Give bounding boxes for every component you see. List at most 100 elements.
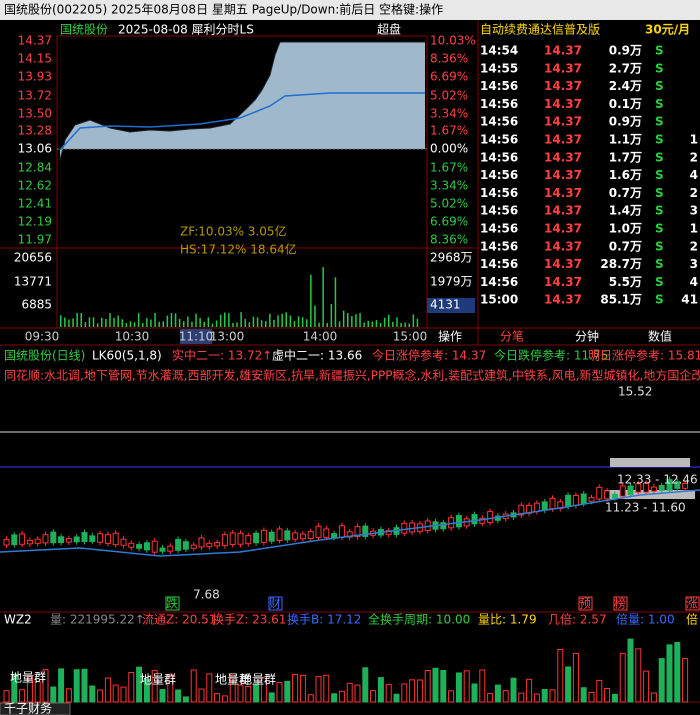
- trade-price: 14.37: [544, 293, 582, 307]
- volume-bar: [432, 667, 439, 703]
- volume-bar: [682, 657, 689, 703]
- candle: [229, 532, 236, 546]
- tab[interactable]: 分笔: [500, 329, 524, 344]
- pct-label: 1.67%: [430, 161, 468, 175]
- tab[interactable]: 千子财务: [4, 701, 52, 715]
- action: 操作: [438, 329, 462, 344]
- trade-price: 14.37: [544, 61, 582, 75]
- volume-bar: [658, 658, 665, 703]
- intraday-volume: [240, 312, 242, 327]
- volume-bar: [331, 693, 338, 703]
- value-box: [427, 298, 475, 313]
- trade-time: 15:00: [480, 293, 518, 307]
- intraday-volume: [109, 313, 111, 327]
- candle: [276, 528, 283, 541]
- amount-label: 4131: [430, 298, 461, 312]
- intraday-volume: [416, 318, 419, 327]
- volume-bar: [471, 683, 478, 703]
- volume-bar: [650, 692, 657, 703]
- candle: [167, 545, 174, 552]
- candle: [198, 537, 205, 548]
- intraday-volume: [379, 322, 382, 327]
- pct-label: 1.67%: [430, 124, 468, 138]
- volume-bar: [510, 677, 517, 703]
- candle: [307, 531, 314, 539]
- candle: [346, 531, 353, 538]
- marker: 预: [579, 597, 591, 611]
- trade-side: S: [655, 293, 664, 307]
- trade-time: 14:56: [480, 97, 518, 111]
- intraday-volume: [301, 317, 304, 327]
- marker: 涨: [686, 596, 698, 611]
- trade-side: S: [655, 168, 664, 182]
- info-item: 实中二一: 13.72↑: [172, 348, 272, 363]
- candle: [635, 483, 642, 493]
- volume-bar: [136, 666, 143, 703]
- trade-time: 14:56: [480, 115, 518, 129]
- tab[interactable]: 数值: [648, 329, 672, 344]
- candle: [518, 504, 525, 516]
- volume-bar: [19, 689, 26, 703]
- volume-bar: [549, 689, 556, 703]
- overlay: HS:17.12% 18.64亿: [180, 242, 297, 257]
- volume-bar: [346, 682, 353, 703]
- volume-bar: [487, 693, 494, 703]
- intraday-volume: [211, 323, 214, 327]
- trade-time: 14:56: [480, 79, 518, 93]
- marker: 财: [269, 597, 281, 611]
- volume-note: 地量群: [10, 671, 46, 685]
- trade-side: S: [655, 204, 664, 218]
- candle: [253, 532, 260, 544]
- candle: [533, 502, 540, 513]
- trade-side: S: [655, 257, 664, 271]
- intraday-volume: [174, 313, 177, 327]
- price-label: 11.97: [18, 233, 52, 247]
- volume-bar: [565, 666, 572, 703]
- volume-bar: [73, 669, 80, 703]
- candle: [104, 534, 111, 544]
- volume-bar: [401, 683, 408, 703]
- intraday-volume: [334, 277, 337, 327]
- intraday-volume: [330, 304, 333, 327]
- volume-bar: [97, 689, 104, 703]
- trade-side: S: [655, 115, 664, 129]
- indicator-item: 倍量: 1.00: [616, 612, 675, 627]
- volume-bar: [572, 652, 579, 703]
- intraday-volume: [199, 318, 201, 327]
- volume-label: 20656: [14, 251, 52, 265]
- volume-bar: [409, 679, 416, 703]
- trade-price: 14.37: [544, 168, 582, 182]
- pct-label: 6.69%: [430, 70, 468, 84]
- candle: [237, 532, 244, 545]
- intraday-volume: [248, 322, 251, 327]
- pct-label: 5.02%: [430, 89, 468, 103]
- trade-time: 14:55: [480, 61, 518, 75]
- trade-time: 14:56: [480, 186, 518, 200]
- intraday-volume: [121, 319, 123, 327]
- candle: [214, 542, 221, 547]
- volume-bar: [377, 677, 384, 703]
- volume-bar: [276, 682, 283, 703]
- trade-volume: 0.9万: [609, 115, 642, 129]
- intraday-volume: [338, 321, 341, 327]
- marker-box: [613, 596, 628, 611]
- candle: [541, 501, 548, 511]
- candle: [580, 493, 587, 504]
- tab: [0, 702, 71, 715]
- overlay: ZF:10.03% 3.05亿: [180, 224, 287, 239]
- candle: [323, 528, 330, 538]
- candle: [159, 547, 166, 552]
- trade-volume: 0.7万: [609, 239, 642, 253]
- volume-bar: [3, 690, 10, 703]
- intraday-volume: [207, 317, 210, 327]
- price-label: 14.37: [18, 34, 52, 48]
- candle: [549, 497, 556, 510]
- volume-bar: [58, 668, 65, 703]
- intraday-volume: [404, 322, 406, 327]
- intraday-volume: [150, 319, 152, 327]
- tab[interactable]: 分钟: [575, 329, 599, 344]
- candle: [143, 542, 150, 551]
- trade-price: 14.37: [544, 239, 582, 253]
- trade-price: 14.37: [544, 186, 582, 200]
- intraday-volume: [88, 317, 91, 327]
